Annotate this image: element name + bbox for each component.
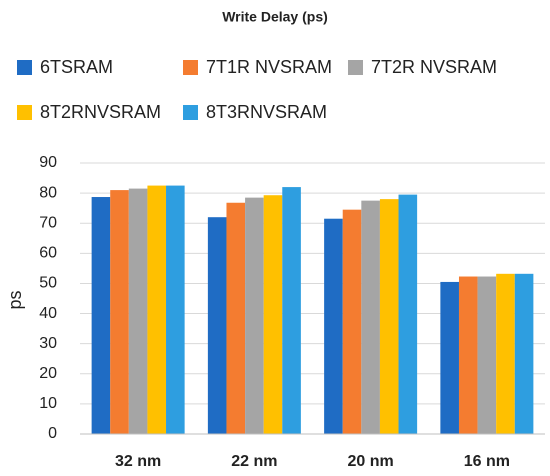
x-tick-label: 32 nm xyxy=(115,453,161,470)
legend-label: 8T2RNVSRAM xyxy=(40,102,161,122)
y-tick-label: 10 xyxy=(39,395,57,412)
y-tick-label: 60 xyxy=(39,245,57,262)
bar xyxy=(207,217,227,434)
legend-label: 8T3RNVSRAM xyxy=(206,102,327,122)
chart-title: Write Delay (ps) xyxy=(222,9,328,25)
bar xyxy=(477,276,497,434)
x-tick-label: 16 nm xyxy=(464,453,510,470)
y-tick-label: 40 xyxy=(39,305,57,322)
bar xyxy=(128,188,148,434)
legend-label: 6TSRAM xyxy=(40,57,113,77)
bar xyxy=(361,200,380,434)
legend-label: 7T1R NVSRAM xyxy=(206,57,332,77)
legend-label: 7T2R NVSRAM xyxy=(371,57,497,77)
bar xyxy=(166,185,185,434)
bar xyxy=(440,281,459,434)
bar xyxy=(398,194,418,434)
legend-swatch xyxy=(348,60,363,75)
bar xyxy=(324,218,343,434)
bar xyxy=(91,197,111,434)
y-tick-label: 80 xyxy=(39,184,57,201)
y-tick-label: 90 xyxy=(39,154,57,171)
bar xyxy=(110,190,129,434)
y-tick-label: 50 xyxy=(39,275,57,292)
bar xyxy=(514,273,534,434)
bar xyxy=(282,187,301,434)
bar xyxy=(379,199,399,434)
bar xyxy=(226,202,246,434)
bar xyxy=(245,197,264,434)
y-tick-label: 30 xyxy=(39,335,57,352)
legend-swatch xyxy=(183,105,198,120)
y-axis-label: ps xyxy=(5,290,25,309)
y-tick-label: 20 xyxy=(39,365,57,382)
bar xyxy=(147,185,167,434)
legend-swatch xyxy=(183,60,198,75)
x-tick-label: 22 nm xyxy=(231,453,277,470)
bar xyxy=(496,273,515,434)
bar xyxy=(263,195,283,434)
bar xyxy=(458,276,478,434)
y-tick-label: 0 xyxy=(48,425,57,442)
y-tick-label: 70 xyxy=(39,214,57,231)
legend-swatch xyxy=(17,60,32,75)
x-tick-label: 20 nm xyxy=(348,453,394,470)
legend-swatch xyxy=(17,105,32,120)
bar xyxy=(342,209,362,434)
